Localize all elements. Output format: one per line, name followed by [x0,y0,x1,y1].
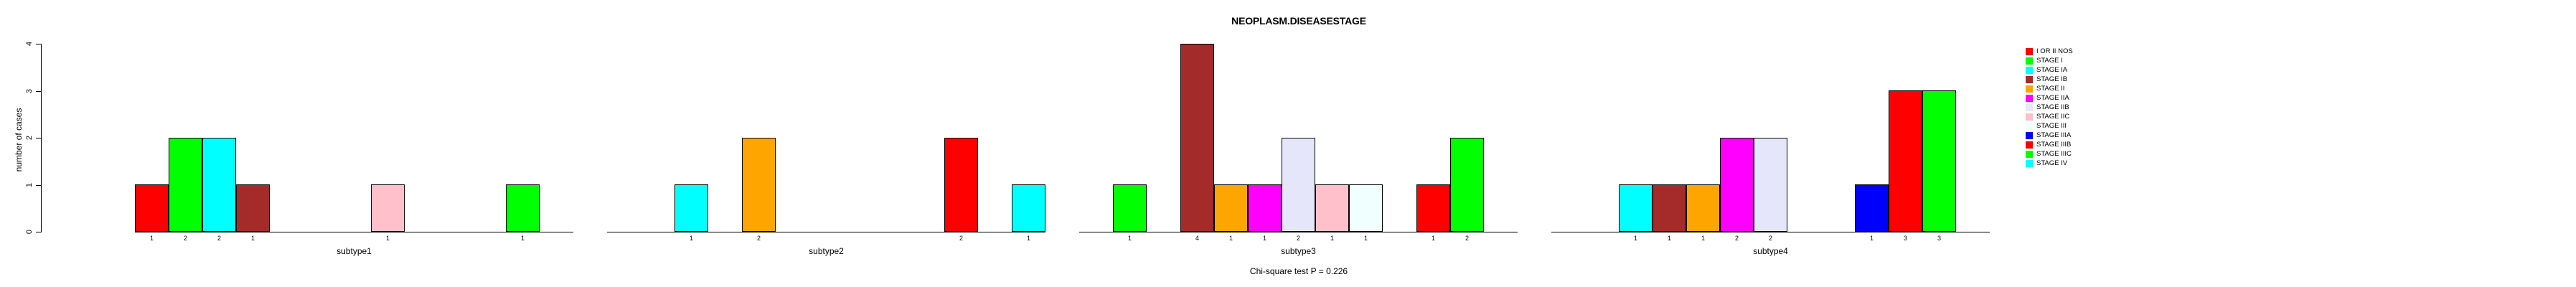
y-axis-line [41,44,42,232]
bar-count-label: 2 [1296,235,1301,242]
bar-subtype4-stage-iia [1720,138,1754,232]
bar-subtype1-stage-iiic [506,184,540,232]
bar-subtype1-stage-ib [236,184,270,232]
bar-subtype2-stage-iiib [944,138,978,232]
chart-title: NEOPLASM.DISEASESTAGE [1231,15,1366,27]
legend-label: STAGE IIIA [2036,131,2072,139]
legend-label: STAGE II [2036,85,2065,93]
bar-count-label: 2 [1734,235,1739,242]
chi-square-subtitle: Chi-square test P = 0.226 [1249,266,1348,276]
bar-subtype4-stage-iiic [1922,90,1956,232]
panel-label-subtype2: subtype2 [809,246,844,256]
legend-label: STAGE IIA [2036,94,2069,102]
legend-label: STAGE IA [2036,66,2068,74]
legend-swatch [2026,95,2033,102]
bar-count-label: 2 [1465,235,1470,242]
y-axis-tick-label: 2 [25,135,34,141]
bar-count-label: 1 [1431,235,1436,242]
bar-count-label: 1 [520,235,525,242]
bar-subtype4-stage-iiib [1889,90,1922,232]
bar-count-label: 1 [1363,235,1368,242]
legend-swatch [2026,57,2033,65]
bar-count-label: 1 [149,235,154,242]
legend-swatch [2026,104,2033,111]
legend-label: STAGE IIB [2036,103,2069,111]
bar-subtype3-stage-iib [1282,138,1315,232]
legend-label: STAGE IIIC [2036,150,2072,158]
legend-label: STAGE IIIB [2036,141,2072,149]
bar-count-label: 1 [689,235,694,242]
y-axis-tick-label: 3 [25,88,34,93]
legend-swatch [2026,113,2033,121]
legend-label: STAGE III [2036,122,2067,130]
bar-subtype3-stage-iiic [1450,138,1484,232]
bar-subtype2-stage-ii [742,138,776,232]
panel-label-subtype1: subtype1 [337,246,372,256]
legend-swatch [2026,151,2033,158]
bar-subtype3-stage-iii [1349,184,1383,232]
bar-count-label: 2 [1768,235,1773,242]
bar-subtype4-stage-iiia [1855,184,1889,232]
bar-count-label: 1 [250,235,255,242]
bar-count-label: 2 [959,235,964,242]
legend-label: I OR II NOS [2036,47,2073,55]
y-axis-tick-label: 0 [25,229,34,235]
bar-count-label: 1 [1633,235,1638,242]
legend-swatch [2026,160,2033,167]
bar-subtype4-stage-iib [1754,138,1787,232]
bar-subtype2-stage-iv [1012,184,1045,232]
bar-subtype4-stage-ia [1619,184,1653,232]
y-axis-tick [36,90,41,92]
bar-subtype2-stage-ia [674,184,708,232]
bar-count-label: 1 [1701,235,1706,242]
bar-count-label: 2 [756,235,761,242]
bar-count-label: 1 [1330,235,1335,242]
bar-count-label: 3 [1903,235,1908,242]
bar-count-label: 1 [1262,235,1267,242]
bar-subtype1-stage-i [169,138,202,232]
bar-subtype3-stage-iia [1248,184,1282,232]
bar-count-label: 1 [1869,235,1874,242]
bar-count-label: 1 [1127,235,1132,242]
bar-subtype3-stage-ii [1214,184,1248,232]
y-axis-tick-label: 4 [25,41,34,47]
y-axis-tick-label: 1 [25,182,34,187]
bar-subtype1-stage-iic [371,184,405,232]
bar-subtype3-stage-iic [1315,184,1349,232]
bar-count-label: 1 [385,235,390,242]
bar-count-label: 1 [1026,235,1031,242]
bar-subtype1-i-or-ii-nos [135,184,169,232]
legend-swatch [2026,141,2033,149]
y-axis-tick [36,184,41,186]
bar-subtype4-stage-ib [1653,184,1686,232]
panel-label-subtype4: subtype4 [1753,246,1788,256]
bar-count-label: 4 [1195,235,1200,242]
legend-label: STAGE IB [2036,75,2068,83]
bar-count-label: 2 [183,235,188,242]
legend-label: STAGE IIC [2036,113,2070,121]
bar-subtype3-stage-i [1113,184,1147,232]
legend-swatch [2026,132,2033,139]
legend-swatch [2026,123,2033,130]
y-axis-label: number of cases [14,108,24,172]
bar-count-label: 1 [1228,235,1233,242]
legend-label: STAGE I [2036,57,2063,65]
bar-subtype4-stage-ii [1686,184,1720,232]
legend-swatch [2026,85,2033,93]
legend-swatch [2026,76,2033,83]
bar-count-label: 1 [1667,235,1672,242]
bar-subtype1-stage-ia [202,138,236,232]
legend-swatch [2026,48,2033,55]
bar-count-label: 2 [217,235,222,242]
panel-label-subtype3: subtype3 [1281,246,1316,256]
bar-subtype3-stage-ib [1180,44,1214,232]
legend-swatch [2026,67,2033,74]
legend-label: STAGE IV [2036,159,2068,167]
bar-subtype3-stage-iiib [1416,184,1450,232]
bar-count-label: 3 [1937,235,1942,242]
